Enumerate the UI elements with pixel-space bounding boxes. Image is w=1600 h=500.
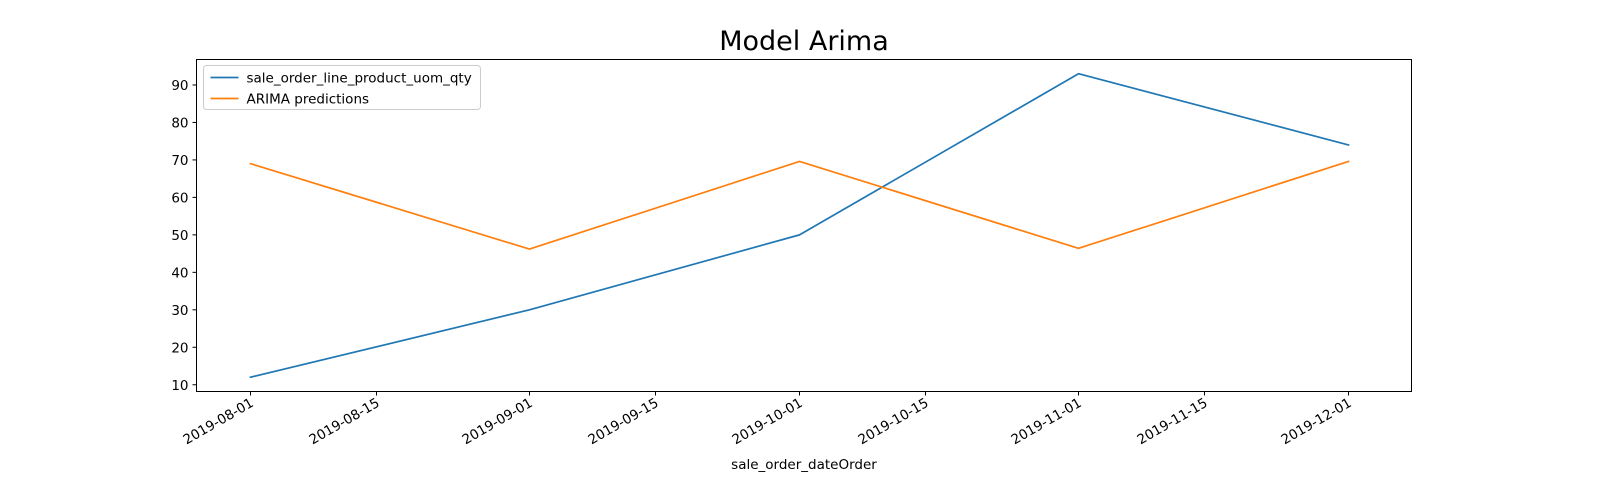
legend: sale_order_line_product_uom_qty ARIMA pre… <box>203 65 481 110</box>
legend-box <box>203 65 481 110</box>
x-tick-label: 2019-10-15 <box>856 395 932 448</box>
y-tick-label: 10 <box>171 378 188 394</box>
x-tick-label: 2019-08-15 <box>307 395 383 448</box>
y-tick-label: 70 <box>171 153 188 169</box>
y-tick-label: 40 <box>171 265 188 281</box>
chart-title: Model Arima <box>719 26 889 57</box>
x-axis-label: sale_order_dateOrder <box>731 457 877 473</box>
plot-frame <box>196 59 1412 392</box>
series-line-1 <box>249 160 1350 250</box>
y-tick-label: 30 <box>171 303 188 319</box>
x-axis: 2019-08-01 2019-08-15 2019-09-01 2019-09-15… <box>181 391 1355 448</box>
x-tick-label: 2019-11-01 <box>1009 395 1085 448</box>
x-tick-label: 2019-09-01 <box>460 395 536 448</box>
x-tick-label: 2019-12-01 <box>1279 395 1355 448</box>
x-tick-label: 2019-10-01 <box>730 395 806 448</box>
y-tick-label: 60 <box>171 190 188 206</box>
y-tick-label: 20 <box>171 340 188 356</box>
y-tick-label: 90 <box>171 78 188 94</box>
legend-label-0: sale_order_line_product_uom_qty <box>247 71 472 87</box>
y-axis: 10 20 30 40 50 60 70 80 90 <box>171 78 197 394</box>
x-tick-label: 2019-11-15 <box>1135 395 1211 448</box>
x-tick-label: 2019-08-01 <box>181 395 257 448</box>
x-tick-label: 2019-09-15 <box>586 395 662 448</box>
y-tick-label: 80 <box>171 115 188 131</box>
y-tick-label: 50 <box>171 228 188 244</box>
series-line-0 <box>249 72 1350 379</box>
legend-label-1: ARIMA predictions <box>247 92 370 108</box>
